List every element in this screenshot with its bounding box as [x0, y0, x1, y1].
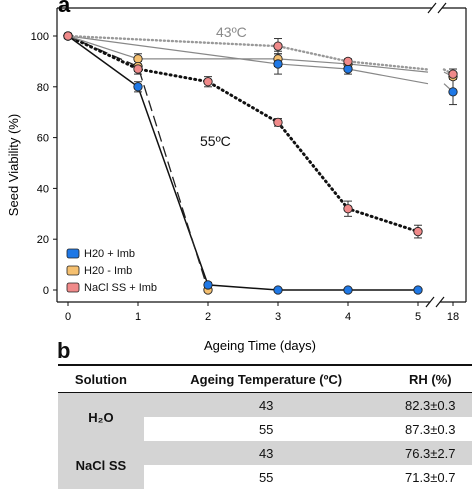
y-tick-label: 20	[37, 234, 49, 246]
header-solution: Solution	[58, 364, 144, 393]
data-points	[63, 31, 458, 295]
x-tick-label: 3	[275, 311, 281, 323]
cell-temp: 43	[143, 441, 389, 465]
legend-label: H20 + Imb	[84, 248, 135, 260]
x-axis-label: Ageing Time (days)	[204, 338, 316, 353]
data-point	[273, 41, 283, 51]
data-point	[343, 56, 353, 67]
x-tick-label: 1	[135, 311, 141, 323]
data-point	[448, 69, 458, 79]
data-point	[203, 280, 213, 290]
chart-axes: 0 20 40 60 80 100 0 1 2 3 4 5 18	[31, 2, 467, 323]
cell-solution: NaCl SS	[58, 441, 144, 489]
y-axis-label: Seed Viability (%)	[6, 114, 21, 216]
cell-temp: 43	[143, 392, 389, 417]
table-header-row: Solution Ageing Temperature (ºC) RH (%)	[58, 364, 472, 393]
y-tick-label: 100	[31, 31, 49, 43]
legend-swatch	[66, 248, 80, 259]
y-tick-label: 0	[43, 285, 49, 297]
axis-break-mark	[425, 296, 435, 308]
x-tick-label: 18	[447, 311, 459, 323]
cell-solution: H₂O	[58, 392, 144, 441]
cell-temp: 55	[258, 421, 274, 437]
x-tick-label: 2	[205, 311, 211, 323]
y-tick-label: 40	[37, 183, 49, 195]
header-ageing-temperature: Ageing Temperature (ºC)	[143, 364, 389, 393]
x-tick-label: 5	[415, 311, 421, 323]
legend-swatch	[66, 265, 80, 276]
series-line	[66, 34, 420, 234]
cell-temp: 55	[258, 469, 274, 485]
header-rh: RH (%)	[388, 364, 472, 393]
y-tick-label: 60	[37, 133, 49, 145]
data-point	[343, 64, 353, 74]
data-point	[448, 87, 458, 97]
series-line	[66, 34, 430, 71]
data-point	[273, 117, 283, 128]
data-point	[203, 77, 213, 87]
data-point	[133, 64, 143, 74]
data-point	[413, 285, 423, 295]
table-row: H₂O 43 82.3±0.3	[58, 392, 472, 441]
table-row: 55 87.3±0.3	[58, 417, 472, 441]
data-point	[273, 285, 283, 295]
legend-label: H20 - Imb	[84, 265, 132, 277]
legend-swatch	[66, 282, 80, 293]
rh-table: Solution Ageing Temperature (ºC) RH (%) …	[58, 364, 472, 489]
series-line	[67, 35, 429, 73]
cell-rh: 87.3±0.3	[404, 421, 456, 437]
data-point	[273, 59, 283, 69]
axis-break-mark	[435, 296, 445, 308]
axis-break-mark	[437, 2, 447, 14]
y-tick-label: 80	[37, 82, 49, 94]
x-tick-label: 4	[345, 311, 351, 323]
table-row: NaCl SS 43 76.3±2.7	[58, 441, 472, 489]
series-line	[67, 35, 429, 85]
x-tick-label: 0	[65, 311, 71, 323]
cell-rh: 76.3±2.7	[388, 441, 472, 465]
panel-label-b: b	[57, 338, 71, 363]
annotation-43c: 43ºC	[216, 24, 247, 40]
data-point	[413, 226, 423, 237]
series-line	[67, 35, 418, 291]
legend-label: NaCl SS + Imb	[84, 282, 157, 294]
data-point	[63, 31, 73, 41]
cell-rh: 71.3±0.7	[404, 469, 456, 485]
cell-rh: 82.3±0.3	[388, 392, 472, 417]
data-point	[343, 204, 353, 214]
data-point	[133, 82, 143, 92]
axis-break-mark	[427, 2, 437, 14]
data-point	[343, 285, 353, 295]
trend-lines	[66, 34, 455, 291]
chart-legend: H20 + Imb H20 - Imb NaCl SS + Imb	[66, 248, 157, 294]
annotation-55c: 55ºC	[200, 133, 231, 149]
data-point	[133, 54, 143, 64]
